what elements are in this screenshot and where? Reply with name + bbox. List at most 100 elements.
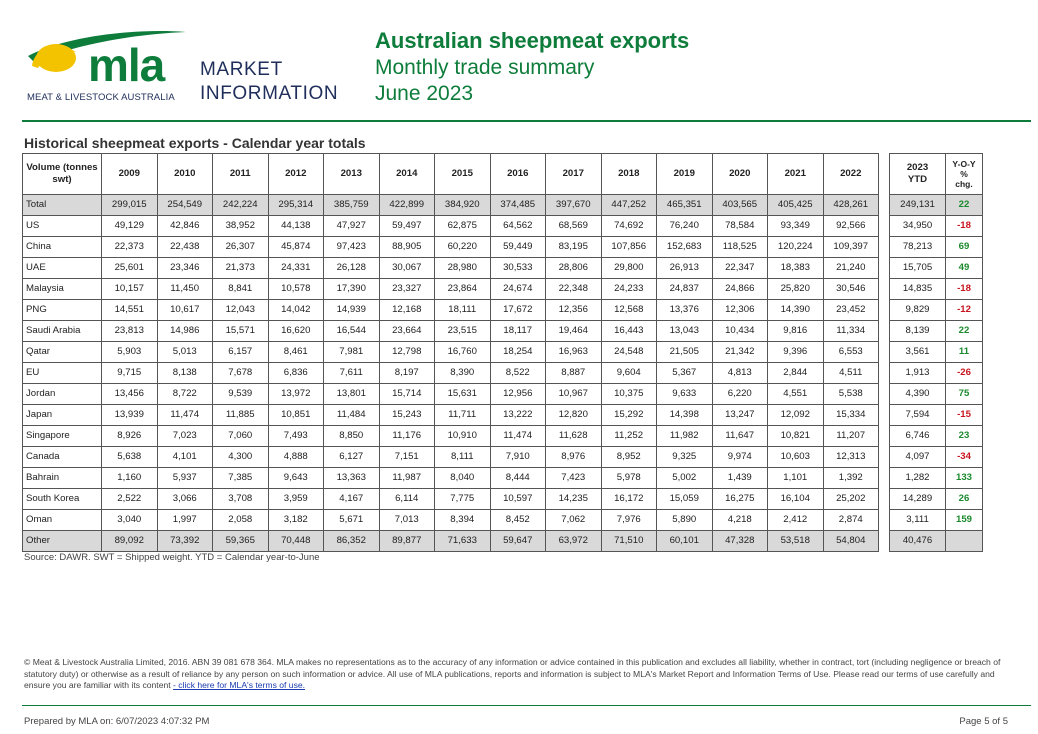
table-cell: 15,631 bbox=[434, 383, 491, 405]
table-cell: 29,800 bbox=[600, 257, 657, 279]
ytd-row: 9,829 -12 bbox=[889, 299, 983, 321]
table-cell: 13,939 bbox=[101, 404, 158, 426]
table-cell: 25,202 bbox=[822, 488, 879, 510]
table-cell: 7,151 bbox=[378, 446, 435, 468]
table-cell: 384,920 bbox=[434, 194, 491, 216]
table-cell: 60,101 bbox=[656, 530, 713, 552]
table-cell: 2,522 bbox=[101, 488, 158, 510]
ytd-cell: 3,561 bbox=[889, 341, 946, 363]
row-label: Other bbox=[22, 530, 102, 552]
information-line: INFORMATION bbox=[200, 83, 339, 104]
table-cell: 16,963 bbox=[545, 341, 602, 363]
table-cell: 86,352 bbox=[323, 530, 380, 552]
table-cell: 8,850 bbox=[323, 425, 380, 447]
terms-of-use-link[interactable]: - click here for MLA's terms of use. bbox=[173, 680, 306, 690]
table-cell: 10,157 bbox=[101, 278, 158, 300]
logo-wordmark: mla bbox=[88, 39, 165, 91]
table-cell: 89,092 bbox=[101, 530, 158, 552]
ytd-row: 249,131 22 bbox=[889, 194, 983, 216]
table-cell: 7,493 bbox=[267, 425, 324, 447]
table-cell: 7,775 bbox=[434, 488, 491, 510]
table-cell: 59,365 bbox=[212, 530, 269, 552]
ytd-row: 14,835 -18 bbox=[889, 278, 983, 300]
table-cell: 8,390 bbox=[434, 362, 491, 384]
table-cell: 19,464 bbox=[545, 320, 602, 342]
table-cell: 14,398 bbox=[656, 404, 713, 426]
table-cell: 1,439 bbox=[711, 467, 768, 489]
table-cell: 7,981 bbox=[323, 341, 380, 363]
table-cell: 2,412 bbox=[767, 509, 824, 531]
table-cell: 299,015 bbox=[101, 194, 158, 216]
table-cell: 5,538 bbox=[822, 383, 879, 405]
table-cell: 25,601 bbox=[101, 257, 158, 279]
ytd-table: 2023 YTD Y-O-Y% chg. 249,131 22 34,950 -18 78,2… bbox=[889, 153, 983, 552]
ytd-cell: 8,139 bbox=[889, 320, 946, 342]
table-cell: 88,905 bbox=[378, 236, 435, 258]
table-cell: 254,549 bbox=[156, 194, 213, 216]
table-cell: 15,292 bbox=[600, 404, 657, 426]
table-cell: 5,367 bbox=[656, 362, 713, 384]
corner-header: Volume (tonnes swt) bbox=[22, 153, 102, 195]
ytd-cell: 15,705 bbox=[889, 257, 946, 279]
table-cell: 93,349 bbox=[767, 215, 824, 237]
table-cell: 13,972 bbox=[267, 383, 324, 405]
row-label: Total bbox=[22, 194, 102, 216]
ytd-cell: 3,111 bbox=[889, 509, 946, 531]
table-cell: 4,511 bbox=[822, 362, 879, 384]
ytd-row: 3,111 159 bbox=[889, 509, 983, 531]
table-cell: 5,937 bbox=[156, 467, 213, 489]
table-cell: 45,874 bbox=[267, 236, 324, 258]
table-cell: 23,327 bbox=[378, 278, 435, 300]
table-cell: 5,978 bbox=[600, 467, 657, 489]
year-header: 2010 bbox=[156, 153, 213, 195]
table-row: South Korea 2,522 3,066 3,708 3,959 4,167 6,11… bbox=[22, 488, 879, 510]
table-cell: 14,986 bbox=[156, 320, 213, 342]
row-label: US bbox=[22, 215, 102, 237]
year-header: 2014 bbox=[378, 153, 435, 195]
table-cell: 42,846 bbox=[156, 215, 213, 237]
table-cell: 4,167 bbox=[323, 488, 380, 510]
table-cell: 26,128 bbox=[323, 257, 380, 279]
ytd-row: 6,746 23 bbox=[889, 425, 983, 447]
table-cell: 3,182 bbox=[267, 509, 324, 531]
table-cell: 8,138 bbox=[156, 362, 213, 384]
table-row: Total 299,015 254,549 242,224 295,314 385,759… bbox=[22, 194, 879, 216]
table-cell: 25,820 bbox=[767, 278, 824, 300]
row-label: Canada bbox=[22, 446, 102, 468]
table-cell: 12,820 bbox=[545, 404, 602, 426]
table-cell: 5,013 bbox=[156, 341, 213, 363]
table-cell: 12,956 bbox=[489, 383, 546, 405]
ytd-cell: 7,594 bbox=[889, 404, 946, 426]
table-cell: 7,023 bbox=[156, 425, 213, 447]
table-cell: 24,837 bbox=[656, 278, 713, 300]
table-cell: 22,348 bbox=[545, 278, 602, 300]
table-cell: 62,875 bbox=[434, 215, 491, 237]
table-cell: 13,247 bbox=[711, 404, 768, 426]
year-header: 2018 bbox=[600, 153, 657, 195]
yoy-change-cell: 22 bbox=[945, 320, 983, 342]
table-cell: 1,160 bbox=[101, 467, 158, 489]
table-cell: 10,375 bbox=[600, 383, 657, 405]
table-cell: 13,222 bbox=[489, 404, 546, 426]
table-cell: 21,240 bbox=[822, 257, 879, 279]
table-cell: 8,952 bbox=[600, 446, 657, 468]
table-cell: 447,252 bbox=[600, 194, 657, 216]
table-cell: 83,195 bbox=[545, 236, 602, 258]
table-cell: 374,485 bbox=[489, 194, 546, 216]
table-cell: 21,505 bbox=[656, 341, 713, 363]
table-cell: 14,939 bbox=[323, 299, 380, 321]
table-cell: 15,571 bbox=[212, 320, 269, 342]
table-cell: 109,397 bbox=[822, 236, 879, 258]
table-cell: 59,449 bbox=[489, 236, 546, 258]
table-cell: 12,168 bbox=[378, 299, 435, 321]
ytd-cell: 14,289 bbox=[889, 488, 946, 510]
table-cell: 21,373 bbox=[212, 257, 269, 279]
table-cell: 422,899 bbox=[378, 194, 435, 216]
year-header: 2009 bbox=[101, 153, 158, 195]
row-label: Saudi Arabia bbox=[22, 320, 102, 342]
table-cell: 11,474 bbox=[156, 404, 213, 426]
market-information-label: MARKET INFORMATION bbox=[200, 58, 338, 106]
year-header: 2012 bbox=[267, 153, 324, 195]
table-cell: 107,856 bbox=[600, 236, 657, 258]
year-header: 2019 bbox=[656, 153, 713, 195]
